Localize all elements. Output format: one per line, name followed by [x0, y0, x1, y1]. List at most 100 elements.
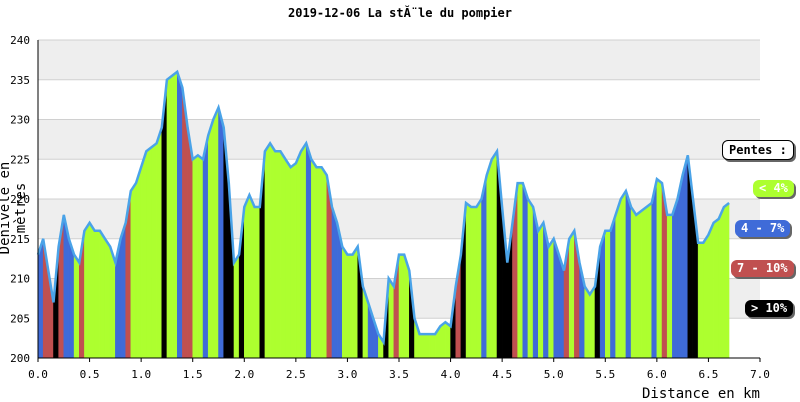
chart-title: 2019-12-06 La stĂ¨le du pompier [288, 6, 512, 20]
slope-segment [656, 178, 663, 359]
slope-segment [140, 151, 147, 359]
slope-segment [37, 238, 44, 359]
slope-segment [672, 198, 678, 359]
slope-segment [104, 237, 111, 359]
slope-segment [419, 333, 426, 359]
slope-segment [171, 71, 178, 359]
slope-segment [445, 321, 451, 359]
slope-segment [352, 245, 358, 359]
elevation-line [36, 69, 730, 346]
slope-segment [646, 202, 652, 359]
slope-segment [213, 107, 219, 359]
slope-segment [156, 127, 163, 359]
slope-segment [615, 198, 622, 359]
slope-segment [305, 143, 312, 359]
x-tick-label: 2.5 [286, 368, 306, 381]
slope-segment [476, 198, 482, 359]
slope-segment [311, 158, 317, 359]
profile-line [36, 69, 730, 346]
slope-segment [440, 321, 446, 359]
slope-segment [130, 182, 137, 359]
x-tick-label: 1.5 [183, 368, 203, 381]
slope-segment [697, 242, 704, 359]
slope-segment [666, 214, 673, 359]
slope-segment [68, 238, 75, 359]
slope-segment [316, 166, 322, 359]
slope-segment [342, 245, 348, 359]
slope-segment [584, 285, 591, 359]
slope-segment [708, 222, 714, 359]
x-tick-label: 0.0 [28, 368, 48, 381]
slope-segment [568, 229, 575, 359]
x-tick-label: 4.5 [492, 368, 512, 381]
slope-segment [202, 135, 209, 359]
slope-segment [192, 154, 199, 359]
slope-segment [166, 75, 173, 359]
slope-segment [429, 333, 436, 359]
y-axis-label: Dénivelé en mètres [0, 161, 29, 255]
slope-segment [553, 238, 560, 359]
y-tick-label: 210 [10, 273, 30, 286]
slope-segment [548, 237, 554, 359]
slope-segment [254, 206, 261, 359]
x-tick-label: 6.5 [698, 368, 718, 381]
y-tick-label: 225 [10, 153, 30, 166]
slope-segment [280, 150, 286, 359]
slope-segment [274, 151, 281, 359]
slope-segment [713, 218, 719, 359]
slope-segment [635, 210, 642, 359]
y-tick-label: 220 [10, 193, 30, 206]
slope-segment [388, 277, 395, 359]
y-tick-label: 200 [10, 352, 30, 365]
x-tick-labels: 0.0 0.5 1.0 1.5 2.0 2.5 3.0 3.5 4.0 4.5 5.0 5.5 6.0 6… [28, 358, 770, 381]
slope-segment [718, 206, 725, 359]
slope-segment [677, 175, 683, 359]
slope-segment [723, 202, 730, 359]
x-tick-label: 3.0 [337, 368, 357, 381]
slope-segment [244, 194, 250, 359]
slope-segment [207, 119, 214, 359]
slope-segment [465, 202, 472, 359]
slope-segment [470, 206, 477, 359]
x-tick-label: 1.0 [131, 368, 151, 381]
slope-segment [84, 222, 90, 359]
grid-band [38, 40, 760, 80]
slope-segment [269, 142, 276, 359]
slope-segment [517, 182, 524, 359]
slope-segment [321, 166, 328, 359]
slope-segment [285, 158, 291, 359]
slope-segment [331, 206, 338, 359]
y-tick-label: 215 [10, 233, 30, 246]
slope-segment [589, 285, 596, 359]
slope-segment [264, 142, 271, 359]
x-tick-label: 7.0 [750, 368, 770, 381]
slope-segment [187, 127, 193, 359]
slope-segment [94, 230, 101, 359]
slope-segment [651, 179, 658, 359]
slope-segment [197, 154, 204, 359]
x-tick-label: 2.0 [234, 368, 254, 381]
y-tick-label: 230 [10, 114, 30, 127]
slope-segment [522, 183, 529, 359]
slope-segment [610, 214, 616, 359]
slope-segment [151, 142, 157, 359]
y-tick-label: 235 [10, 74, 30, 87]
slope-segment [218, 107, 224, 359]
slope-segment [620, 190, 627, 359]
slope-segment [537, 222, 544, 359]
x-tick-label: 5.5 [595, 368, 615, 381]
x-axis-label: Distance en km [641, 386, 760, 402]
slope-segment [486, 159, 493, 359]
slope-segment [605, 230, 611, 359]
slope-segment [146, 146, 152, 359]
slope-segment [233, 253, 240, 359]
slope-segment [73, 253, 80, 359]
slope-segment [135, 167, 142, 359]
x-tick-label: 0.5 [80, 368, 100, 381]
x-tick-label: 4.0 [441, 368, 461, 381]
slope-segment [89, 222, 95, 359]
slope-segment [703, 233, 709, 359]
slope-segment [120, 222, 126, 359]
x-tick-label: 6.0 [647, 368, 667, 381]
